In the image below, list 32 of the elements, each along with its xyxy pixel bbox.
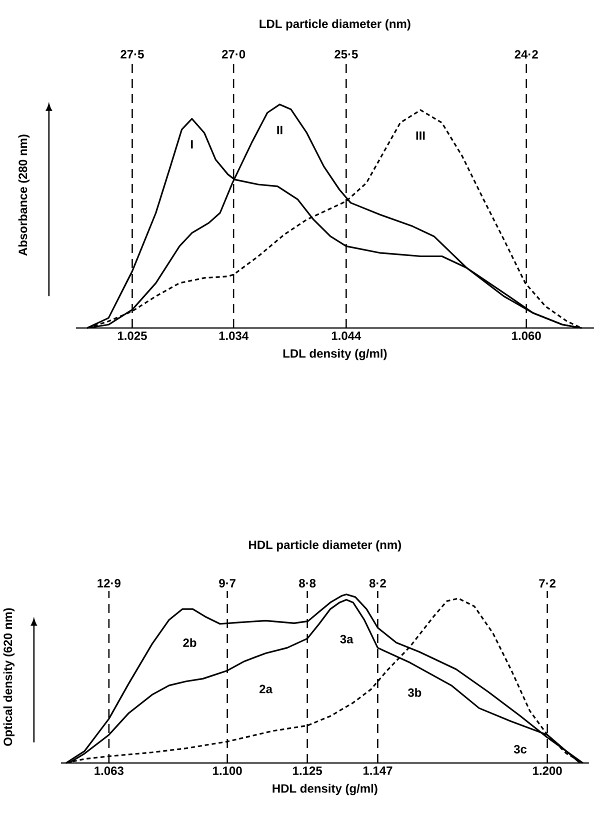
x-tick-label: 1.060 — [512, 332, 541, 340]
x-tick-label: 1.125 — [293, 766, 322, 776]
text: 24·2 — [514, 50, 538, 58]
chart-title: LDL particle diameter (nm) — [260, 19, 410, 30]
text: 9·7 — [219, 578, 236, 588]
x-tick-label: 1.100 — [213, 766, 242, 776]
x-tick-label: 1.200 — [533, 766, 562, 776]
series-label: III — [416, 131, 425, 140]
x-axis-title: HDL density (g/ml) — [272, 784, 378, 796]
text: 8·2 — [369, 578, 386, 588]
text: 27·0 — [222, 50, 246, 58]
y-axis-title: Optical density (620 nm) — [3, 608, 15, 746]
text: 7·2 — [539, 579, 556, 588]
series-label: II — [277, 126, 282, 134]
x-tick-label: 1.044 — [332, 332, 362, 340]
series-label: I — [191, 140, 193, 148]
x-tick-label: 1.025 — [118, 332, 147, 340]
x-tick-label: 1.063 — [94, 766, 124, 776]
annotation: 2b — [183, 638, 196, 647]
text: 27·5 — [120, 50, 144, 58]
text: 25·5 — [334, 50, 358, 58]
chart-title: HDL particle diameter (nm) — [249, 540, 402, 552]
annotation: 3b — [408, 688, 422, 697]
text: 12·9 — [98, 578, 121, 588]
annotation: 2a — [260, 684, 273, 694]
text: 8·8 — [299, 578, 316, 588]
x-tick-label: 1.034 — [219, 332, 249, 340]
x-tick-label: 1.147 — [363, 766, 392, 775]
annotation: 3c — [514, 744, 527, 754]
annotation: 3a — [340, 634, 354, 644]
y-axis-title: Absorbance (280 nm) — [18, 134, 30, 256]
x-axis-title: LDL density (g/ml) — [283, 348, 387, 360]
